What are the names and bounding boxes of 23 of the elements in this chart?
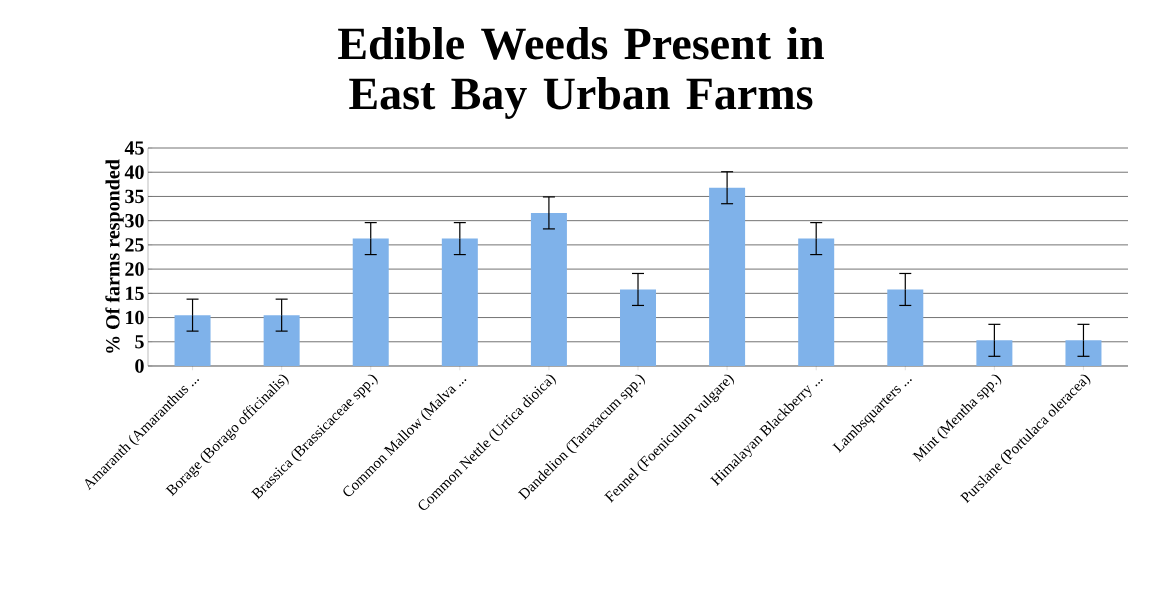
y-tick-label: 45	[124, 141, 144, 155]
bar	[887, 289, 924, 366]
bar	[976, 340, 1013, 366]
bar	[798, 238, 835, 366]
y-tick-label: 0	[135, 359, 144, 373]
chart-title: Edible Weeds Present in East Bay Urban Farms	[338, 27, 824, 119]
bar	[709, 187, 746, 366]
y-tick-label: 20	[125, 262, 144, 276]
bar	[620, 289, 657, 366]
y-tick-label: 10	[126, 310, 144, 325]
y-tick-label: 40	[124, 165, 144, 179]
bar	[530, 212, 567, 366]
y-tick-label: 15	[126, 286, 144, 301]
bar	[174, 315, 211, 366]
bar	[263, 315, 300, 366]
y-tick-label: 5	[135, 335, 144, 349]
y-tick-label: 25	[125, 238, 144, 252]
y-tick-label: 30	[125, 213, 144, 228]
y-tick-label: 35	[125, 189, 144, 204]
y-axis-title: % Of farms responded	[105, 159, 124, 353]
bar	[1065, 340, 1102, 366]
bar	[441, 238, 478, 366]
bar	[352, 238, 389, 366]
